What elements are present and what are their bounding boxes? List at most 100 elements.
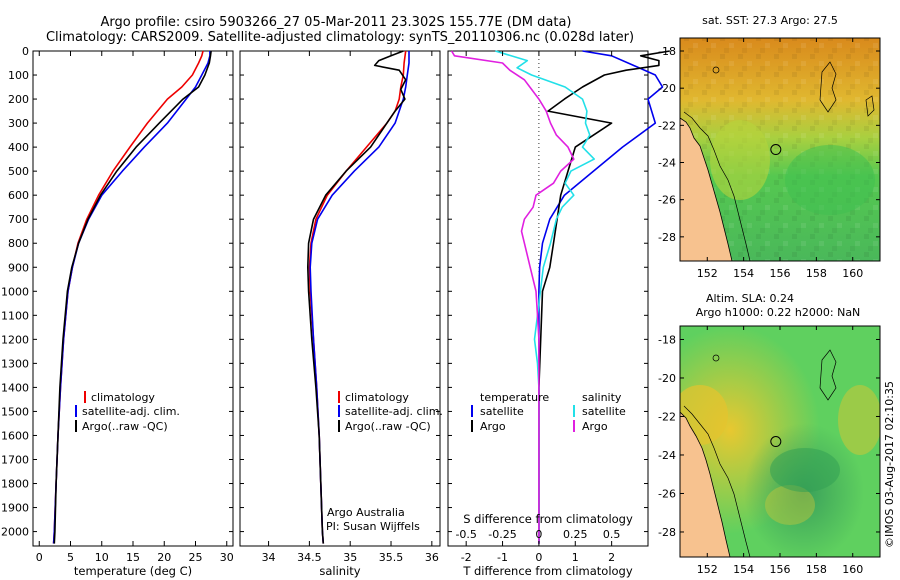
- map-lat-label: -20: [658, 372, 676, 385]
- sst-float-marker: [770, 144, 782, 156]
- s-tick-label: -0.5: [455, 528, 476, 541]
- series-line: [538, 50, 670, 544]
- map-lat-label: -26: [658, 487, 676, 500]
- sst-warm-patch: [710, 120, 770, 200]
- x-tick-label: 35: [343, 551, 357, 564]
- difference-lines: [450, 50, 670, 544]
- depth-tick-label: 1100: [1, 309, 29, 322]
- s-tick-label: 0.25: [563, 528, 588, 541]
- sst-reef-contour-2: [865, 95, 875, 117]
- sst-map: [680, 38, 880, 261]
- salinity-legend: climatology satellite-adj. clim. Argo(..…: [338, 391, 443, 433]
- temperature-axis-label: temperature (deg C): [74, 564, 192, 578]
- difference-x-ticks: -2 -1 0 1 2: [461, 51, 615, 564]
- temperature-plot-frame: [32, 50, 234, 547]
- map-lat-label: -28: [658, 526, 676, 539]
- s-difference-ticks: -0.5 -0.25 0 0.25 0.5: [455, 528, 620, 541]
- x-tick-label: 20: [157, 551, 171, 564]
- depth-tick-label: 600: [8, 189, 29, 202]
- depth-tick-label: 100: [8, 69, 29, 82]
- sla-map-title-line1: Altim. SLA: 0.24: [706, 292, 794, 305]
- depth-tick-label: 1900: [1, 502, 29, 515]
- depth-tick-label: 300: [8, 117, 29, 130]
- legend-label-argo: Argo(..raw -QC): [82, 420, 168, 433]
- difference-legend: temperature satellite Argo salinity sate…: [471, 391, 626, 433]
- map-lat-label: -18: [658, 45, 676, 58]
- depth-tick-label: 800: [8, 237, 29, 250]
- s-tick-label: 0: [535, 528, 542, 541]
- sst-cool-patch: [785, 145, 875, 215]
- x-tick-label: 15: [126, 551, 140, 564]
- legend-label-s-satellite: satellite: [582, 405, 626, 418]
- map-lon-label: 152: [697, 267, 718, 280]
- temperature-legend: climatology satellite-adj. clim. Argo(..…: [75, 391, 180, 433]
- map-lon-label: 160: [842, 563, 863, 576]
- x-tick-label: -1: [497, 551, 508, 564]
- sla-reef-island: [712, 354, 720, 362]
- x-tick-label: -2: [461, 551, 472, 564]
- map-lon-label: 152: [697, 563, 718, 576]
- map-lat-label: -26: [658, 194, 676, 207]
- sla-map-ticks: 152 154 156 158 160 -18 -20 -22 -24 -26 -28: [658, 326, 880, 576]
- x-tick-label: 36: [425, 551, 439, 564]
- map-lat-label: -22: [658, 410, 676, 423]
- series-line: [52, 51, 211, 544]
- x-tick-label: 34.5: [297, 551, 322, 564]
- sst-isobath: [683, 111, 751, 261]
- sla-reef-contour: [819, 349, 837, 401]
- series-line: [53, 50, 212, 544]
- map-lat-label: -18: [658, 333, 676, 346]
- s-difference-axis-label: S difference from climatology: [463, 512, 633, 526]
- depth-tick-label: 400: [8, 141, 29, 154]
- legend-label-satellite: satellite-adj. clim.: [345, 405, 443, 418]
- map-lat-label: -20: [658, 82, 676, 95]
- x-tick-label: 30: [220, 551, 234, 564]
- legend-label-s-argo: Argo: [582, 420, 608, 433]
- temperature-lines: [52, 50, 212, 544]
- program-annotation: Argo Australia: [327, 506, 405, 519]
- map-lat-label: -24: [658, 157, 676, 170]
- series-line: [450, 50, 575, 544]
- map-lat-label: -28: [658, 231, 676, 244]
- sst-map-ticks: 152 154 156 158 160 -18 -20 -22 -24 -26 -28: [658, 38, 880, 280]
- sla-isobath: [683, 405, 751, 557]
- x-tick-label: 25: [189, 551, 203, 564]
- depth-tick-label: 700: [8, 213, 29, 226]
- legend-label-satellite: satellite-adj. clim.: [82, 405, 180, 418]
- x-tick-label: 0: [36, 551, 43, 564]
- series-line: [495, 50, 596, 544]
- sla-high-patch-2: [838, 385, 880, 455]
- sla-map: [680, 326, 880, 557]
- s-tick-label: -0.25: [488, 528, 516, 541]
- imos-credit: ©IMOS 03-Aug-2017 02:10:35: [883, 381, 896, 548]
- map-lon-label: 156: [770, 267, 791, 280]
- legend-label-climatology: climatology: [345, 391, 409, 404]
- salinity-lines: [306, 50, 410, 544]
- depth-axis: 0 100 200 300 400 500 600 700 800 900 1000 1100 1200…: [1, 45, 648, 539]
- sla-land: [680, 411, 731, 557]
- series-line: [306, 50, 407, 544]
- map-lon-label: 154: [733, 267, 754, 280]
- series-line: [538, 50, 664, 544]
- map-lon-label: 154: [733, 563, 754, 576]
- depth-tick-label: 1500: [1, 405, 29, 418]
- legend-label-t-argo: Argo: [480, 420, 506, 433]
- salinity-x-ticks: 34 34.5 35 35.5 36: [262, 51, 439, 564]
- depth-tick-label: 1600: [1, 429, 29, 442]
- figure-title-line1: Argo profile: csiro 5903266_27 05-Mar-20…: [101, 15, 572, 30]
- temperature-x-ticks: 0 5 10 15 20 25 30: [36, 51, 234, 564]
- x-tick-label: 34: [262, 551, 276, 564]
- depth-tick-label: 500: [8, 165, 29, 178]
- legend-heading-temperature: temperature: [480, 391, 549, 404]
- sla-map-title-line2: Argo h1000: 0.22 h2000: NaN: [696, 306, 861, 319]
- depth-tick-label: 1800: [1, 478, 29, 491]
- map-lon-label: 158: [806, 563, 827, 576]
- x-tick-label: 1: [572, 551, 579, 564]
- map-lat-label: -24: [658, 449, 676, 462]
- sst-land: [680, 117, 733, 261]
- map-lat-label: -22: [658, 119, 676, 132]
- depth-tick-label: 900: [8, 261, 29, 274]
- depth-tick-label: 0: [22, 45, 29, 58]
- depth-tick-label: 1000: [1, 285, 29, 298]
